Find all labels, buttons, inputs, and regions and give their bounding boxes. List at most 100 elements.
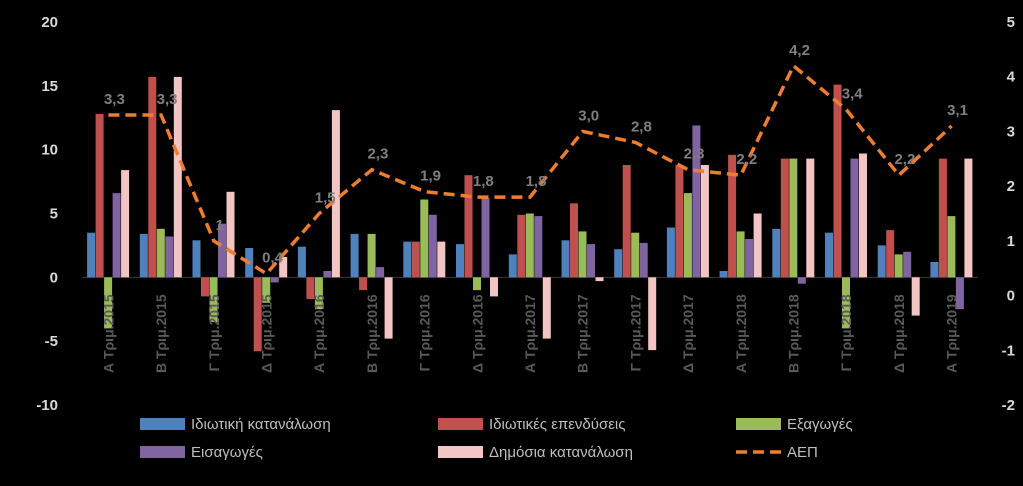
gdp-data-label: 2,2: [894, 151, 915, 168]
right-axis-tick: 3: [1007, 123, 1015, 140]
right-axis-tick: 2: [1007, 178, 1015, 195]
bar-1-14: [833, 84, 842, 278]
bar-0-16: [930, 262, 939, 278]
category-label: Γ Τριμ.2015: [206, 294, 222, 371]
category-label: Α Τριμ.2019: [944, 294, 960, 373]
legend-swatch: [438, 446, 483, 458]
category-label: Α Τριμ.2018: [733, 294, 749, 373]
right-axis-tick: -1: [1002, 342, 1015, 359]
bar-2-6: [420, 199, 429, 278]
bar-4-2: [226, 191, 235, 278]
bar-3-4: [323, 271, 332, 278]
bar-4-14: [859, 153, 867, 278]
bar-1-5: [359, 277, 368, 291]
bar-1-3: [253, 277, 262, 352]
bar-0-2: [192, 240, 201, 278]
bar-0-9: [561, 240, 570, 278]
gdp-data-label: 1,5: [315, 190, 336, 207]
left-axis-tick: 20: [41, 14, 58, 31]
legend-label: Ιδιωτικές επενδύσεις: [489, 416, 625, 433]
category-label: Α Τριμ.2015: [100, 294, 116, 373]
bar-4-9: [595, 277, 604, 282]
left-axis-tick: 5: [50, 206, 58, 223]
category-label: Β Τριμ.2017: [575, 294, 591, 373]
bar-2-12: [736, 231, 745, 278]
gdp-data-label: 2,8: [631, 118, 652, 135]
bar-4-1: [173, 76, 182, 278]
bars-layer: [87, 76, 973, 352]
bar-3-7: [481, 198, 490, 278]
category-label: Γ Τριμ.2016: [417, 294, 433, 371]
bar-2-4: [314, 277, 323, 310]
bar-4-4: [331, 110, 340, 278]
bar-4-7: [490, 277, 498, 297]
bar-1-1: [148, 76, 157, 278]
gdp-data-label: 2,2: [736, 151, 757, 168]
bar-3-12: [745, 239, 754, 278]
bar-1-9: [570, 203, 578, 278]
bar-4-13: [806, 158, 815, 278]
right-axis-tick: 5: [1007, 14, 1015, 31]
bar-2-0: [104, 277, 113, 329]
left-axis-tick: 10: [41, 142, 58, 159]
bar-3-14: [850, 158, 859, 278]
bar-1-11: [675, 165, 684, 278]
bar-0-10: [614, 249, 623, 278]
bar-2-8: [525, 213, 534, 278]
category-label: Α Τριμ.2016: [311, 294, 327, 373]
legend-swatch: [438, 418, 483, 430]
bar-4-12: [753, 213, 762, 278]
bar-3-15: [903, 251, 912, 278]
bar-4-6: [437, 241, 446, 278]
legend-label: Δημόσια κατανάλωση: [489, 444, 633, 461]
bar-0-1: [139, 233, 148, 278]
gdp-line-layer: [108, 63, 953, 276]
bar-2-16: [947, 216, 956, 278]
gdp-data-label: 1,8: [473, 173, 494, 190]
bar-4-10: [648, 277, 657, 351]
gdp-line: [108, 63, 953, 276]
bar-3-9: [587, 244, 595, 278]
bar-4-0: [121, 170, 130, 278]
bar-2-11: [683, 193, 692, 278]
right-axis-tick: -2: [1002, 397, 1015, 414]
gdp-data-label: 3,3: [104, 91, 125, 108]
legend-swatch: [140, 418, 185, 430]
right-axis-tick: 1: [1007, 233, 1015, 250]
bar-2-2: [209, 277, 218, 322]
bar-1-13: [780, 158, 789, 278]
category-label: Δ Τριμ.2018: [891, 294, 907, 373]
bar-2-14: [842, 277, 850, 329]
bar-2-9: [578, 231, 587, 278]
bar-4-11: [700, 165, 709, 278]
category-label: Δ Τριμ.2017: [680, 294, 696, 373]
bar-1-0: [95, 113, 104, 278]
bar-3-11: [692, 125, 701, 278]
bar-3-0: [112, 193, 121, 278]
bar-1-6: [411, 241, 420, 278]
gdp-data-label: 1,9: [420, 168, 441, 185]
bar-1-4: [306, 277, 315, 299]
gdp-data-label: 1: [216, 217, 224, 234]
category-label: Β Τριμ.2015: [153, 294, 169, 373]
right-axis-tick: 0: [1007, 288, 1015, 305]
gdp-data-label: 3,1: [947, 102, 968, 119]
category-label: Γ Τριμ.2017: [627, 294, 643, 371]
gdp-data-label: 2,3: [367, 146, 388, 163]
bar-0-8: [508, 254, 517, 278]
bar-0-0: [87, 232, 96, 278]
bar-1-15: [886, 230, 895, 278]
bar-0-15: [877, 245, 886, 278]
gdp-data-label: 3,0: [578, 107, 599, 124]
gdp-data-label: 1,8: [526, 173, 547, 190]
bar-4-15: [911, 277, 920, 316]
bar-1-7: [464, 175, 473, 278]
bar-2-10: [631, 232, 640, 278]
right-axis-tick: 4: [1007, 69, 1016, 86]
bar-3-1: [165, 236, 174, 278]
bar-3-5: [376, 267, 385, 278]
bar-2-5: [367, 233, 376, 278]
legend-swatch: [736, 418, 781, 430]
